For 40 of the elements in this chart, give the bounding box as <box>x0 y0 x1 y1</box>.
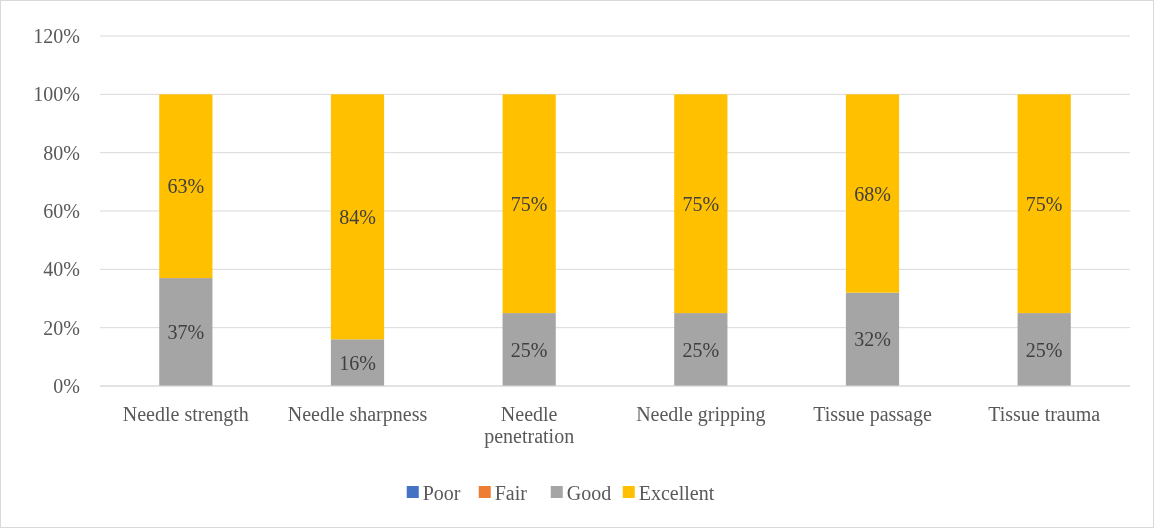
data-label: 75% <box>1025 192 1063 215</box>
y-tick-label: 100% <box>33 83 80 106</box>
bar <box>159 278 213 386</box>
x-tick-label: Tissue trauma <box>988 403 1101 425</box>
bar <box>845 292 900 386</box>
bar <box>674 94 728 314</box>
x-tick-label: Needle gripping <box>636 403 766 426</box>
data-label: 68% <box>854 182 891 205</box>
data-label: 25% <box>1025 338 1063 361</box>
data-label: 25% <box>510 338 548 361</box>
x-tick-label: Needle penetration <box>484 403 575 448</box>
bar <box>502 313 556 386</box>
y-tick-label: 0% <box>53 375 80 397</box>
legend-label: Good <box>566 482 612 504</box>
data-label: 75% <box>682 192 720 215</box>
x-tick-label: Needle sharpness <box>287 403 428 426</box>
bar <box>159 94 213 279</box>
y-tick-label: 40% <box>43 258 80 281</box>
legend-label: Fair <box>494 482 528 504</box>
y-tick-label: 120% <box>33 25 80 47</box>
y-tick-label: 20% <box>43 316 80 339</box>
bar <box>330 94 385 340</box>
data-label: 25% <box>682 338 720 361</box>
data-label: 32% <box>854 328 891 351</box>
data-label: 16% <box>339 351 376 374</box>
x-tick-label: Tissue passage <box>813 403 932 426</box>
data-label: 84% <box>339 205 376 228</box>
bar <box>674 313 728 386</box>
data-label: 75% <box>510 192 548 215</box>
legend-label: Poor <box>422 482 461 504</box>
data-label: 63% <box>167 175 205 198</box>
y-tick-label: 80% <box>43 141 80 164</box>
bar <box>1017 313 1071 386</box>
x-tick-label: Needle strength <box>122 403 249 426</box>
bar <box>1017 94 1071 314</box>
y-tick-label: 60% <box>43 200 80 222</box>
bar <box>845 94 900 293</box>
bar <box>502 94 556 314</box>
legend-label: Excellent <box>638 482 715 504</box>
data-label: 37% <box>167 321 205 344</box>
